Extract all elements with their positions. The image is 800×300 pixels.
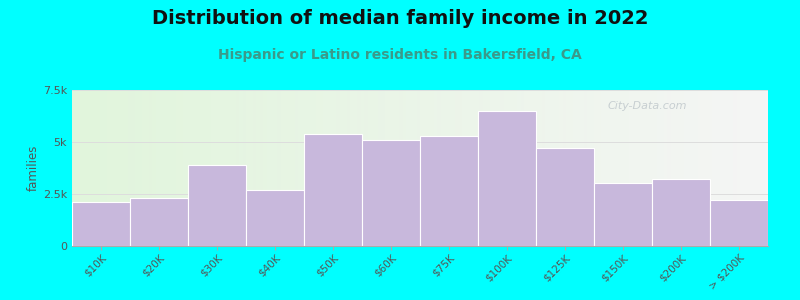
Text: City-Data.com: City-Data.com (608, 101, 687, 111)
Bar (362, 140, 420, 246)
Bar (72, 202, 130, 246)
Bar (246, 190, 304, 246)
Bar (594, 183, 652, 246)
Bar (710, 200, 768, 246)
Text: Distribution of median family income in 2022: Distribution of median family income in … (152, 9, 648, 28)
Bar (188, 165, 246, 246)
Bar (130, 198, 188, 246)
Y-axis label: families: families (27, 145, 40, 191)
Bar (652, 179, 710, 246)
Bar (420, 136, 478, 246)
Bar (304, 134, 362, 246)
Bar (478, 111, 536, 246)
Text: Hispanic or Latino residents in Bakersfield, CA: Hispanic or Latino residents in Bakersfi… (218, 48, 582, 62)
Bar (536, 148, 594, 246)
